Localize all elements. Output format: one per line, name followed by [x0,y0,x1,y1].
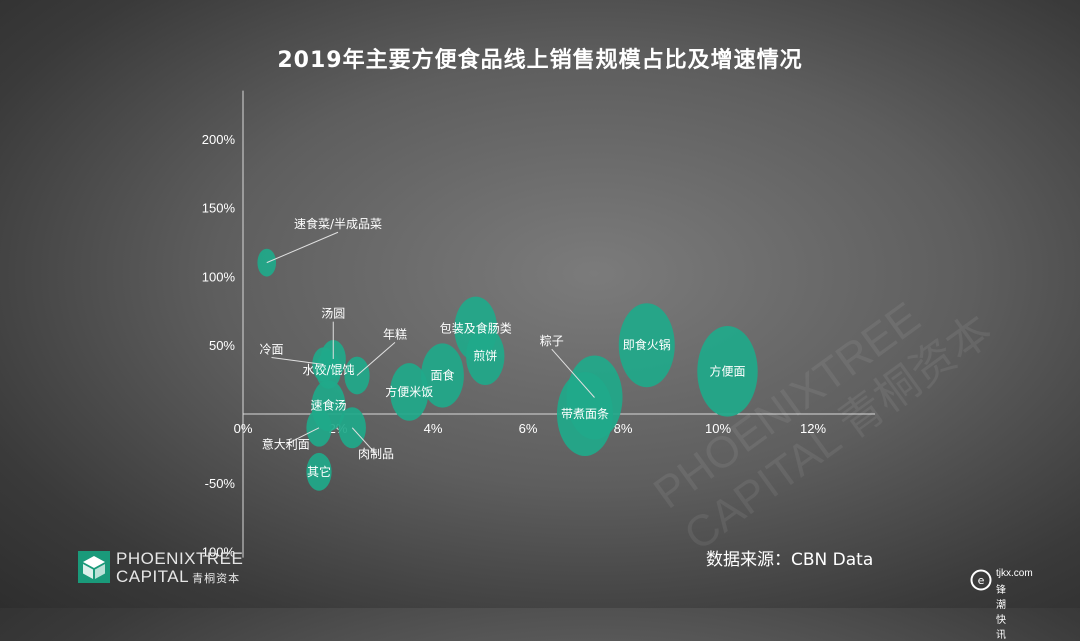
data-label: 水饺/馄饨 [302,362,354,377]
leader-line [285,427,320,445]
data-bubble [697,326,758,417]
data-label: 包装及食肠类 [440,321,512,336]
x-tick-label: 4% [424,421,443,436]
bubble-chart: 200%150%100%50%-50%-100%0% 2% 4% 6% 8% 10% 12%… [197,90,875,560]
data-label: 速食菜/半成品菜 [294,216,382,231]
corner-domain: tjkx.com [996,568,1033,579]
data-label: 速食汤 [310,398,346,413]
data-bubble [466,327,505,386]
y-tick-label: 50% [209,338,235,353]
data-label: 意大利面 [262,436,310,451]
data-label: 面食 [430,367,454,382]
company-logo: PHOENIXTREE CAPITAL 青桐资本 [78,549,278,589]
data-label: 粽子 [540,333,564,348]
x-tick-label: 12% [800,421,826,436]
leader-line [356,341,396,376]
leader-line [351,427,377,455]
y-tick-label: 150% [202,201,236,216]
corner-name: 锋潮快讯 [996,585,1006,641]
corner-logo-icon: e [970,569,992,591]
data-label: 其它 [307,464,331,479]
chart-title: 2019年主要方便食品线上销售规模占比及增速情况 [277,48,803,73]
leader-line [271,356,324,365]
data-label: 带煮面条 [561,407,609,421]
data-bubble [557,372,613,456]
logo-text-line1: PHOENIXTREE [116,549,244,568]
y-tick-label: -100% [197,545,235,560]
data-label: 肉制品 [358,447,394,461]
x-tick-label: 8% [614,421,633,436]
data-label: 年糕 [383,327,407,341]
data-bubble [421,343,464,408]
data-label: 冷面 [259,342,283,356]
leader-line [266,231,339,264]
data-label: 煎饼 [473,348,497,363]
source-note: 数据来源：CBN Data [706,550,874,570]
data-label: 方便米饭 [385,384,433,399]
logo-text-capital: CAPITAL [116,567,190,586]
data-label: 方便面 [709,363,745,378]
logo-text-line2: CAPITAL 青桐资本 [116,567,240,587]
data-bubble [306,452,332,491]
logo-mark-icon [78,551,110,583]
x-tick-label: 0% [234,421,253,436]
logo-text-cn: 青桐资本 [192,573,241,585]
data-bubble [390,363,429,421]
y-tick-label: -50% [205,476,236,491]
y-tick-label: 200% [202,132,236,147]
data-bubble [618,303,675,388]
x-tick-label: 6% [519,421,538,436]
x-tick-label: 10% [705,421,731,436]
svg-text:e: e [978,574,985,587]
data-label: 即食火锅 [623,337,671,352]
leader-line [551,348,595,398]
data-label: 汤圆 [321,307,345,321]
y-tick-label: 100% [202,269,236,284]
